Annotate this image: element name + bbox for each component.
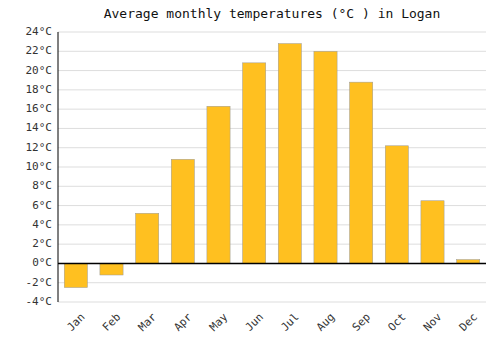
x-tick-label: Jul: [278, 311, 301, 334]
bar: [278, 44, 301, 264]
y-tick-label: -4°C: [26, 295, 53, 308]
grid-line: [58, 186, 486, 187]
grid-line: [58, 302, 486, 303]
grid-line: [58, 147, 486, 148]
x-tick-label: Oct: [385, 311, 408, 334]
grid-line: [58, 109, 486, 110]
grid-line: [58, 89, 486, 90]
x-tick-label: Mar: [136, 310, 160, 334]
grid: [58, 32, 486, 302]
grid-line: [58, 263, 486, 264]
y-tick-label: 2°C: [32, 237, 52, 250]
y-axis: -4°C -2°C 0°C 2°C 4°C 6°C 8°C 10°C 12°C 14°C 16°C 1…: [26, 25, 53, 308]
x-tick-label: Jan: [64, 311, 87, 334]
chart-container: -4°C -2°C 0°C 2°C 4°C 6°C 8°C 10°C 12°C 14°C 16°C 1…: [0, 0, 500, 350]
zero-line: [58, 263, 486, 265]
y-tick-label: 0°C: [32, 256, 52, 269]
bar: [385, 146, 408, 264]
chart: -4°C -2°C 0°C 2°C 4°C 6°C 8°C 10°C 12°C 14°C 16°C 1…: [0, 0, 500, 350]
y-tick-label: 10°C: [26, 160, 53, 173]
bars: [64, 44, 480, 288]
y-tick-label: 24°C: [26, 25, 53, 38]
bar: [314, 51, 337, 263]
grid-line: [58, 51, 486, 52]
y-tick-label: 18°C: [26, 83, 53, 96]
x-tick-label: Apr: [171, 310, 195, 334]
y-tick-label: 4°C: [32, 218, 52, 231]
x-tick-label: May: [207, 310, 231, 334]
bar: [64, 263, 87, 287]
y-tick-label: 20°C: [26, 64, 53, 77]
grid-line: [58, 128, 486, 129]
y-tick-label: 16°C: [26, 102, 53, 115]
grid-line: [58, 167, 486, 168]
x-tick-label: Feb: [100, 311, 123, 334]
y-tick-label: 22°C: [26, 44, 53, 57]
bar: [207, 106, 230, 263]
y-axis-line: [58, 32, 59, 302]
bar: [243, 63, 266, 264]
x-tick-label: Dec: [457, 311, 480, 334]
x-tick-label: Aug: [314, 311, 337, 334]
bar: [421, 201, 444, 264]
grid-line: [58, 282, 486, 283]
title: Average monthly temperatures (°C ) in Lo…: [104, 6, 441, 21]
y-tick-label: -2°C: [26, 276, 53, 289]
y-tick-label: 12°C: [26, 141, 53, 154]
y-tick-label: 6°C: [32, 199, 52, 212]
y-tick-label: 8°C: [32, 179, 52, 192]
y-tick-label: 14°C: [26, 121, 53, 134]
x-tick-label: Sep: [350, 311, 373, 334]
bar: [100, 263, 123, 275]
x-axis: Jan Feb Mar Apr May Jun Jul Aug Sep Oct Nov Dec: [64, 310, 480, 334]
x-tick-label: Nov: [421, 310, 445, 334]
bar: [171, 159, 194, 263]
bar: [136, 213, 159, 263]
grid-line: [58, 70, 486, 71]
x-tick-label: Jun: [243, 311, 266, 334]
grid-line: [58, 32, 486, 33]
bar: [350, 82, 373, 263]
